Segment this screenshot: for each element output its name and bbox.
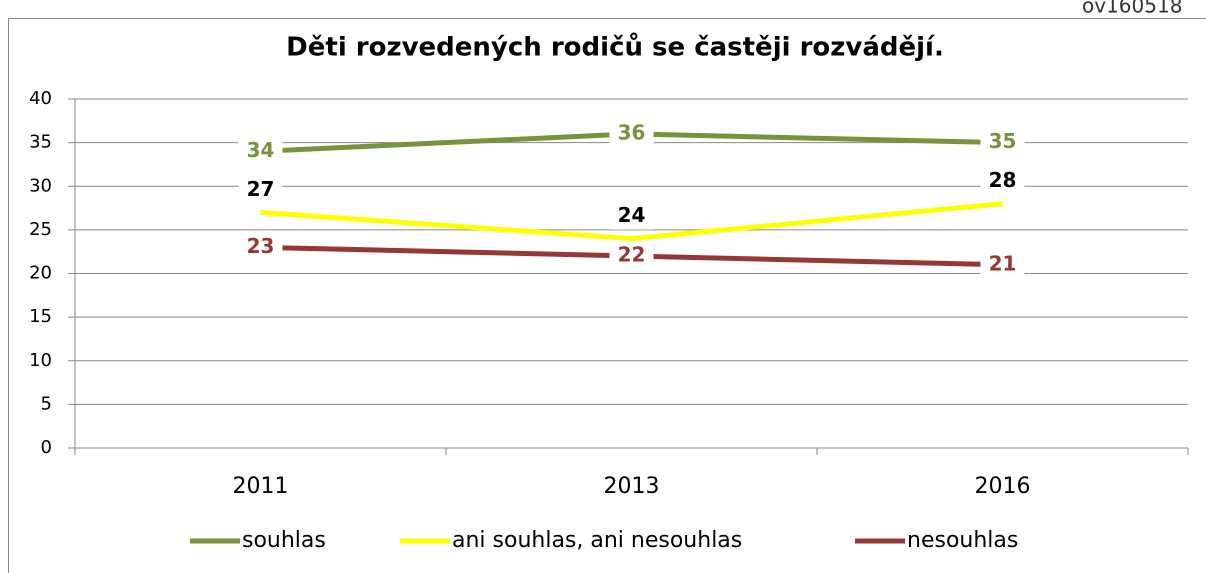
y-tick-label: 15 — [29, 306, 52, 327]
data-label: 36 — [618, 120, 646, 144]
legend-label: nesouhlas — [907, 528, 1018, 553]
y-tick-label: 40 — [29, 88, 52, 109]
legend-label: ani souhlas, ani nesouhlas — [452, 528, 742, 553]
x-tick-label: 2013 — [604, 474, 660, 499]
x-tick-label: 2016 — [975, 474, 1031, 499]
data-label: 22 — [618, 243, 646, 267]
label-bg — [238, 138, 283, 165]
annotation: ov160518 — [1082, 0, 1182, 18]
data-label: 27 — [247, 177, 275, 201]
line — [260, 201, 1003, 242]
data-label: 21 — [989, 251, 1017, 275]
legend-label: souhlas — [242, 528, 326, 553]
label-bg — [980, 168, 1025, 195]
y-tick-label: 10 — [29, 350, 52, 371]
label-bg — [609, 203, 654, 230]
y-tick-label: 0 — [41, 437, 52, 458]
data-label: 34 — [247, 138, 275, 162]
label-bg — [238, 234, 283, 261]
label-bg — [980, 129, 1025, 156]
y-tick-label: 35 — [29, 132, 52, 153]
x-tick-label: 2011 — [233, 474, 289, 499]
y-tick-label: 20 — [29, 263, 52, 284]
y-tick-label: 5 — [41, 393, 52, 414]
label-bg — [609, 120, 654, 147]
data-label: 23 — [247, 234, 275, 258]
data-label: 24 — [618, 203, 646, 227]
data-label: 28 — [989, 168, 1017, 192]
label-bg — [609, 243, 654, 270]
data-label: 35 — [989, 129, 1017, 153]
y-tick-label: 30 — [29, 175, 52, 196]
label-bg — [238, 177, 283, 204]
y-tick-label: 25 — [29, 219, 52, 240]
chart-title: Děti rozvedených rodičů se častěji rozvá… — [286, 32, 944, 63]
label-bg — [980, 251, 1025, 278]
chart-border — [8, 18, 1206, 573]
